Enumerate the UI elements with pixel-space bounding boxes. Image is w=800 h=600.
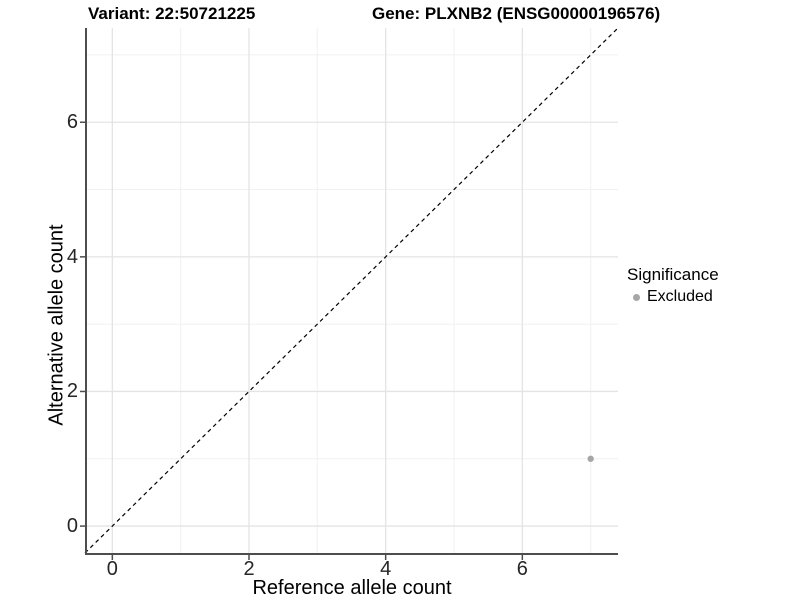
x-tick-label: 0	[106, 558, 118, 580]
y-tick-label: 2	[66, 380, 78, 403]
variant-title: Variant: 22:50721225	[88, 4, 256, 23]
legend-item-excluded: Excluded	[627, 288, 719, 306]
identity-line	[84, 27, 619, 554]
legend-item-label: Excluded	[647, 288, 713, 305]
y-tick-label: 6	[66, 111, 78, 134]
legend: Significance Excluded	[627, 265, 719, 306]
y-tick-label: 4	[66, 245, 78, 268]
gene-title: Gene: PLXNB2 (ENSG00000196576)	[372, 4, 661, 23]
circle-icon	[633, 293, 640, 301]
x-axis-title: Reference allele count	[252, 577, 452, 599]
x-tick-label: 6	[516, 558, 528, 580]
data-point	[587, 455, 594, 462]
x-tick-label: 4	[380, 558, 392, 580]
y-axis-title: Alternative allele count	[45, 224, 68, 426]
y-tick-label: 0	[66, 515, 78, 538]
legend-title: Significance	[627, 265, 719, 284]
x-tick-label: 2	[243, 558, 255, 580]
